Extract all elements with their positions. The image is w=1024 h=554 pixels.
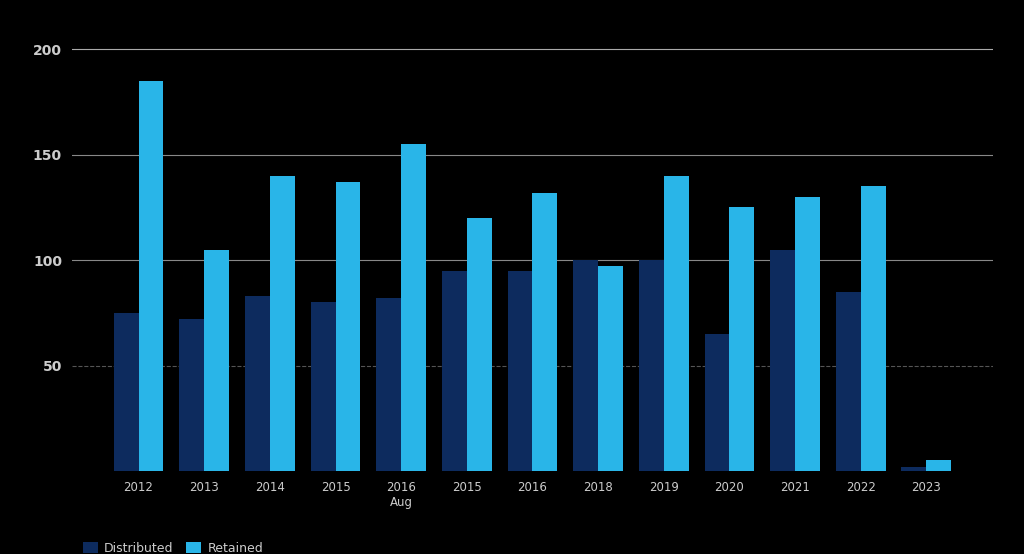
- Legend: Distributed, Retained: Distributed, Retained: [78, 537, 268, 554]
- Bar: [179, 319, 204, 471]
- Bar: [245, 296, 270, 471]
- Bar: [270, 176, 295, 471]
- Bar: [467, 218, 492, 471]
- Bar: [770, 249, 795, 471]
- Bar: [573, 260, 598, 471]
- Bar: [138, 81, 164, 471]
- Bar: [639, 260, 664, 471]
- Bar: [705, 334, 729, 471]
- Bar: [532, 193, 557, 471]
- Bar: [376, 298, 401, 471]
- Bar: [729, 207, 755, 471]
- Bar: [508, 271, 532, 471]
- Bar: [336, 182, 360, 471]
- Bar: [310, 302, 336, 471]
- Bar: [664, 176, 689, 471]
- Bar: [795, 197, 820, 471]
- Bar: [204, 249, 229, 471]
- Bar: [114, 313, 138, 471]
- Bar: [927, 460, 951, 471]
- Bar: [836, 292, 861, 471]
- Bar: [401, 144, 426, 471]
- Bar: [861, 186, 886, 471]
- Bar: [901, 466, 927, 471]
- Bar: [598, 266, 623, 471]
- Bar: [442, 271, 467, 471]
